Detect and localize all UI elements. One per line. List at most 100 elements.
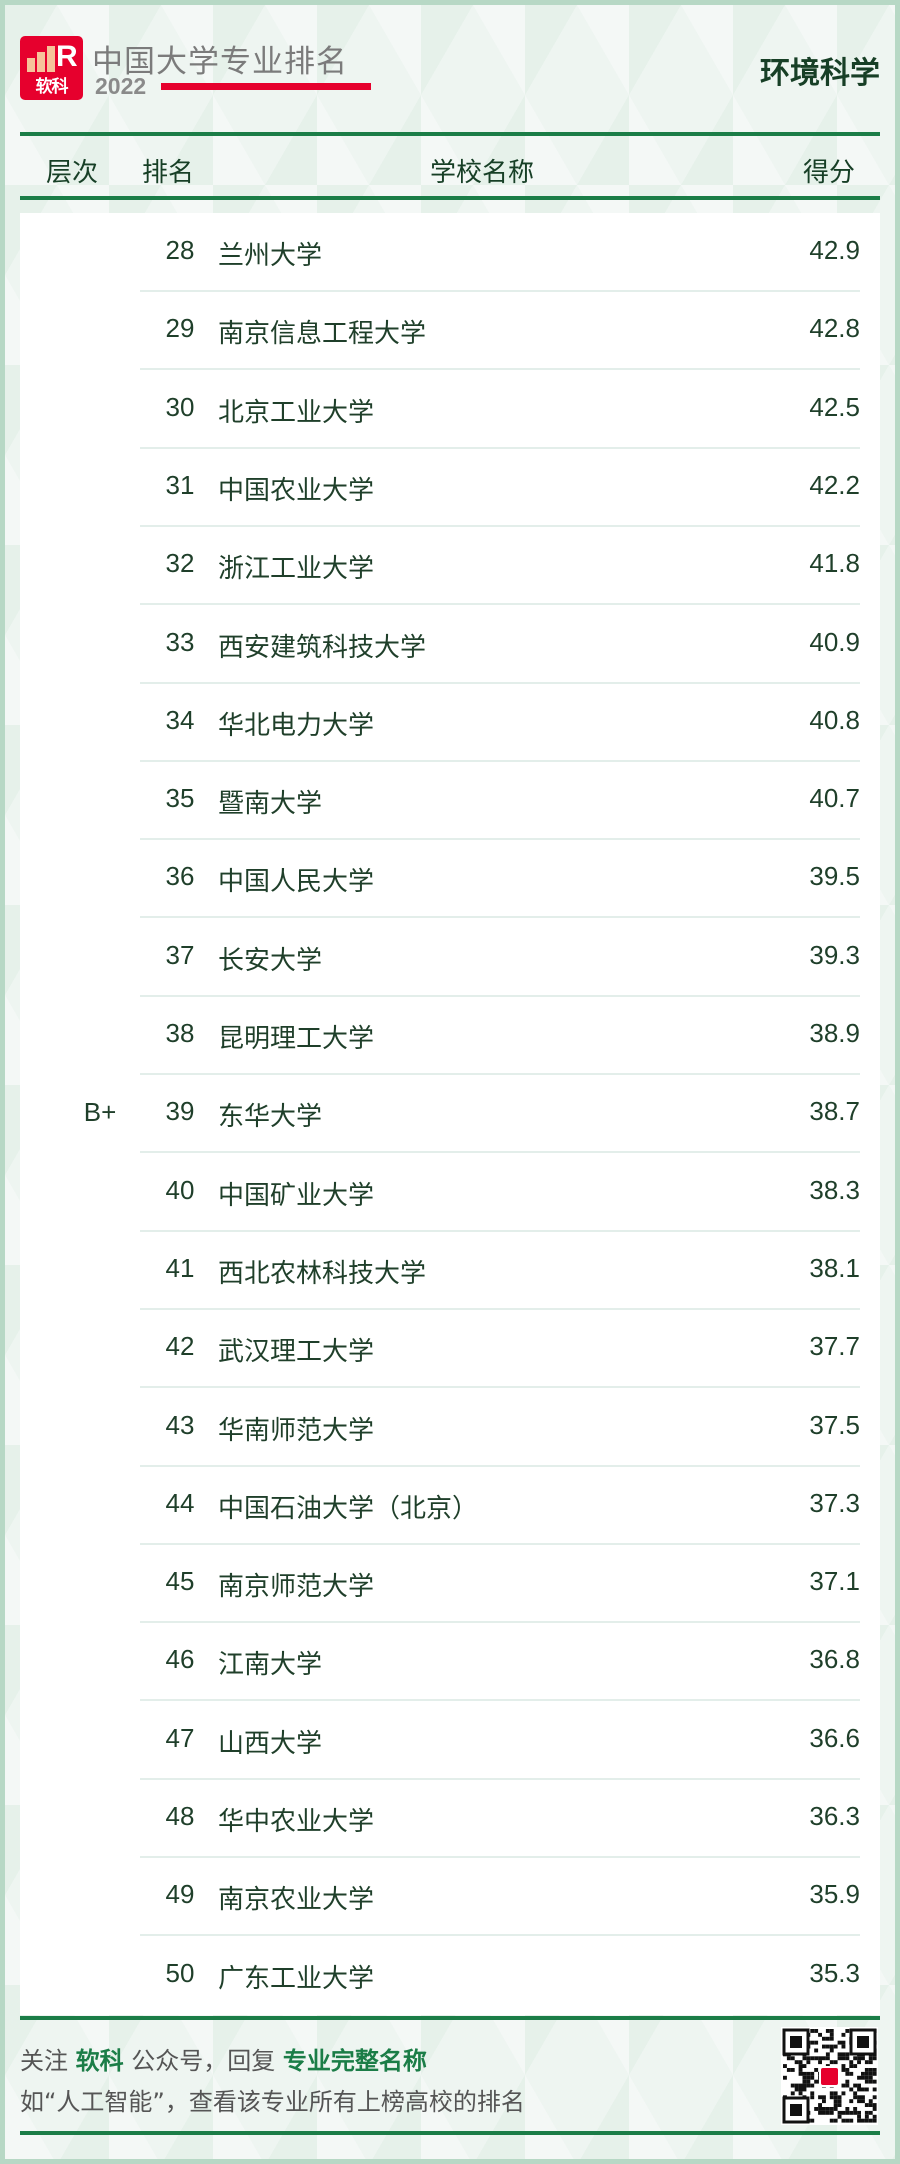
score: 40.7 <box>809 783 860 814</box>
rank: 37 <box>165 939 195 970</box>
rank: 38 <box>165 1018 195 1048</box>
ruanke-logo: R 软科 <box>20 36 83 100</box>
table-row: 46 江南大学 36.8 <box>20 1622 880 1702</box>
score: 36.8 <box>809 1644 860 1675</box>
table-row: 28 兰州大学 42.9 <box>20 213 880 292</box>
row-divider <box>140 368 860 371</box>
school-name: 南京农业大学 <box>218 1885 375 1916</box>
footer-top-divider <box>20 2016 880 2020</box>
tier-label: B+ <box>83 1097 117 1128</box>
school-name: 山西大学 <box>218 1728 323 1759</box>
school-name: 中国人民大学 <box>218 867 375 898</box>
row-divider <box>140 681 860 684</box>
score: 36.3 <box>809 1801 860 1831</box>
score: 41.8 <box>809 548 860 579</box>
table-row: 50 广东工业大学 35.3 <box>20 1936 880 2015</box>
rank: 43 <box>165 1409 195 1440</box>
school-name: 长安大学 <box>218 945 323 976</box>
table-row: 30 北京工业大学 42.5 <box>20 370 880 449</box>
school-name: 华南师范大学 <box>218 1415 375 1446</box>
score: 37.7 <box>809 1331 860 1362</box>
score: 37.3 <box>809 1487 860 1518</box>
table-row: 36 中国人民大学 39.5 <box>20 839 880 919</box>
ranking-year: 2022 <box>95 73 147 99</box>
row-divider <box>140 1151 860 1154</box>
score: 37.1 <box>809 1566 860 1597</box>
row-divider <box>140 916 860 919</box>
header-bottom-divider <box>20 196 880 200</box>
row-divider <box>140 1856 860 1858</box>
rank: 44 <box>165 1487 195 1518</box>
row-divider <box>140 1777 860 1780</box>
school-name: 武汉理工大学 <box>218 1337 375 1368</box>
score: 38.3 <box>809 1174 860 1205</box>
school-name: 昆明理工大学 <box>218 1024 375 1054</box>
school-name: 中国石油大学（北京） <box>218 1493 479 1524</box>
score: 38.1 <box>809 1252 860 1283</box>
table-row: 40 中国矿业大学 38.3 <box>20 1153 880 1232</box>
school-name: 南京信息工程大学 <box>218 319 427 350</box>
score: 37.5 <box>809 1409 860 1440</box>
table-row: 39 东华大学 38.7 <box>20 1074 880 1154</box>
school-name: 西安建筑科技大学 <box>218 632 427 663</box>
table-row: 48 华中农业大学 36.3 <box>20 1779 880 1858</box>
ranking-table: B+ 28 兰州大学 42.9 29 南京信息工程大学 42.8 30 北京工业大学 42.5 3… <box>20 213 880 2015</box>
school-name: 东华大学 <box>218 1102 323 1133</box>
score: 39.5 <box>809 861 860 892</box>
table-row: 41 西北农林科技大学 38.1 <box>20 1231 880 1310</box>
row-divider <box>140 994 860 997</box>
table-row: 47 山西大学 36.6 <box>20 1701 880 1780</box>
score: 38.7 <box>809 1096 860 1127</box>
row-divider <box>140 1464 860 1467</box>
header-top-divider <box>20 132 880 136</box>
score: 35.9 <box>809 1879 860 1910</box>
table-row: 33 西安建筑科技大学 40.9 <box>20 605 880 684</box>
title-underline <box>161 83 371 90</box>
rank: 41 <box>165 1252 195 1283</box>
footer-line-2: 如“人工智能”，查看该专业所有上榜高校的排名 <box>20 2088 525 2116</box>
logo-text: 软科 <box>35 77 69 97</box>
rank: 45 <box>165 1566 195 1597</box>
score: 38.9 <box>809 1018 860 1048</box>
row-divider <box>140 838 860 841</box>
rank: 50 <box>165 1957 195 1988</box>
table-row: 32 浙江工业大学 41.8 <box>20 526 880 606</box>
rank: 36 <box>165 861 195 892</box>
column-header-rank: 排名 <box>142 158 195 188</box>
score: 36.6 <box>809 1722 860 1753</box>
footer-bottom-divider <box>20 2131 880 2135</box>
footer-text: 公众号，回复 <box>123 2047 283 2075</box>
row-divider <box>140 1386 860 1389</box>
footer-highlight-keyword: 专业完整名称 <box>282 2047 427 2075</box>
ranking-title: 中国大学专业排名 <box>92 44 348 80</box>
row-divider <box>140 1073 860 1075</box>
score: 42.5 <box>809 391 860 422</box>
score: 39.3 <box>809 939 860 970</box>
column-header-tier: 层次 <box>46 158 99 188</box>
column-header-score: 得分 <box>803 158 856 188</box>
score: 40.8 <box>809 704 860 735</box>
score: 35.3 <box>809 1957 860 1988</box>
school-name: 兰州大学 <box>218 241 323 271</box>
score: 42.2 <box>809 469 860 500</box>
rank: 47 <box>165 1722 195 1753</box>
rank: 39 <box>165 1096 195 1127</box>
table-row: 31 中国农业大学 42.2 <box>20 448 880 527</box>
school-name: 江南大学 <box>218 1650 323 1681</box>
rank: 29 <box>165 313 195 344</box>
school-name: 广东工业大学 <box>218 1963 375 1994</box>
row-divider <box>140 1229 860 1232</box>
table-row: 37 长安大学 39.3 <box>20 918 880 997</box>
footer-highlight-account: 软科 <box>75 2047 124 2075</box>
row-divider <box>140 1307 860 1310</box>
rank: 31 <box>165 469 195 500</box>
major-name: 环境科学 <box>760 56 880 91</box>
score: 42.9 <box>809 235 860 265</box>
school-name: 中国农业大学 <box>218 475 375 506</box>
row-divider <box>140 1621 860 1624</box>
row-divider <box>140 1542 860 1545</box>
rank: 46 <box>165 1644 195 1675</box>
row-divider <box>140 446 860 449</box>
school-name: 西北农林科技大学 <box>218 1258 427 1289</box>
table-row: 38 昆明理工大学 38.9 <box>20 996 880 1075</box>
